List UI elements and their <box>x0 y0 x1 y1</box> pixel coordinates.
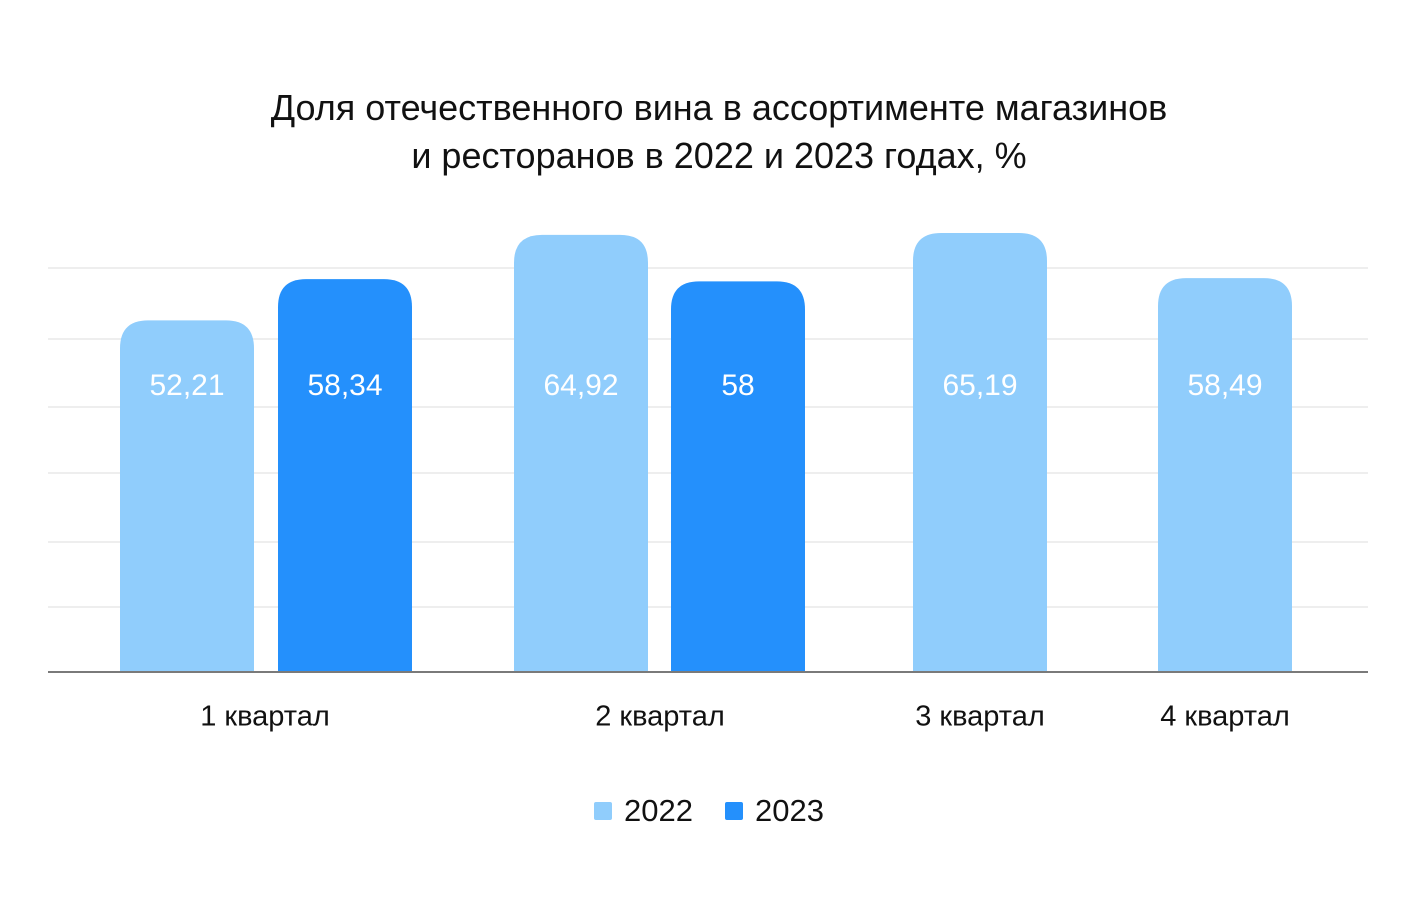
legend-item-2023: 2023 <box>725 790 824 832</box>
category-label-2: 2 квартал <box>595 701 725 733</box>
bar-value-label-2023-1: 58,34 <box>307 369 382 402</box>
bar-value-labels: 52,21 58,34 64,92 58 65,19 58,49 <box>149 369 1262 402</box>
bar-2022-4 <box>1158 278 1292 672</box>
bar-value-label-2022-4: 58,49 <box>1187 369 1262 402</box>
legend: 2022 2023 <box>0 790 1418 832</box>
category-label-3: 3 квартал <box>915 701 1045 733</box>
category-label-4: 4 квартал <box>1160 701 1290 733</box>
chart-title-line-1: Доля отечественного вина в ассортименте … <box>270 87 1168 128</box>
category-label-1: 1 квартал <box>200 701 330 733</box>
legend-label-2023: 2023 <box>755 793 824 828</box>
bar-2022-1 <box>120 320 254 672</box>
chart-title-line-2: и ресторанов в 2022 и 2023 годах, % <box>411 135 1027 176</box>
legend-label-2022: 2022 <box>624 793 693 828</box>
bar-2023-1 <box>278 279 412 672</box>
bars <box>120 233 1292 672</box>
bar-value-label-2022-3: 65,19 <box>942 369 1017 402</box>
bar-value-label-2022-2: 64,92 <box>543 369 618 402</box>
bar-2022-2 <box>514 234 648 672</box>
chart-title: Доля отечественного вина в ассортименте … <box>109 84 1329 180</box>
bar-value-label-2022-1: 52,21 <box>149 369 224 402</box>
bar-value-label-2023-2: 58 <box>721 369 754 402</box>
bar-2023-2 <box>671 281 805 672</box>
legend-swatch-2022 <box>594 802 613 820</box>
category-labels: 1 квартал 2 квартал 3 квартал 4 квартал <box>200 701 1290 733</box>
legend-item-2022: 2022 <box>594 790 693 832</box>
bar-2022-3 <box>913 233 1047 672</box>
legend-swatch-2023 <box>725 802 743 820</box>
